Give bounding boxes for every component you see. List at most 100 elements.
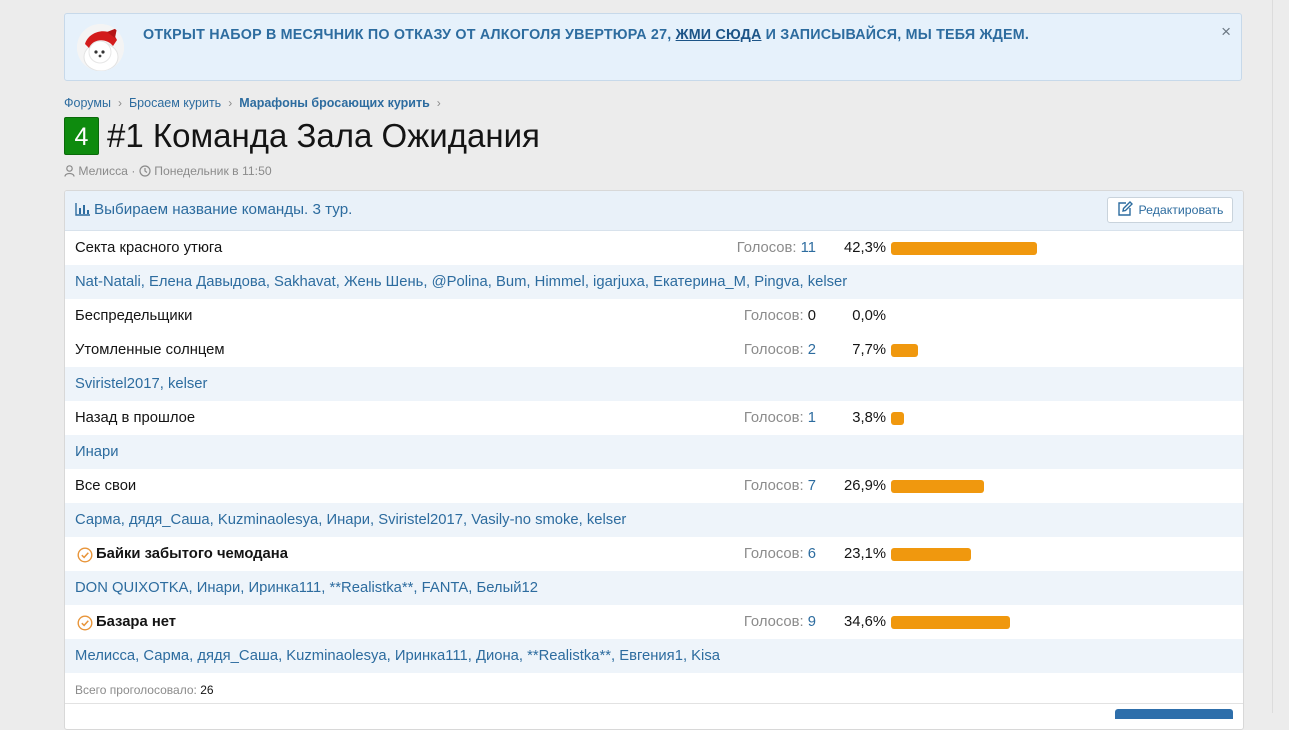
close-icon[interactable]: × [1221, 22, 1231, 41]
poll-vote-count: Голосов: 6 [744, 546, 816, 562]
chevron-right-icon: › [117, 96, 122, 110]
poll-percent: 7,7% [852, 342, 886, 358]
poll-voter-list: DON QUIXOTKA, Инари, Иринка111, **Realis… [75, 580, 538, 596]
voter-link[interactable]: Pingva [754, 274, 800, 290]
poll-vote-count: Голосов: 9 [744, 614, 816, 630]
poll-vote-count: Голосов: 11 [737, 240, 816, 256]
voter-link[interactable]: kelser [807, 274, 848, 290]
poll-vote-number[interactable]: 1 [807, 410, 816, 426]
poll-voters-row: Инари [65, 435, 1243, 469]
breadcrumb-quit-smoking[interactable]: Бросаем курить [128, 96, 222, 110]
poll-total-label: Всего проголосовало: [75, 683, 197, 697]
poll-vote-number[interactable]: 7 [807, 478, 816, 494]
voter-link[interactable]: DON QUIXOTKA [75, 580, 189, 596]
poll-action-button[interactable] [1115, 709, 1233, 719]
poll-voters-row: Мелисса, Сарма, дядя_Саша, Kuzminaolesya… [65, 639, 1243, 673]
voter-link[interactable]: Сарма [75, 512, 121, 528]
page-title: 4 #1 Команда Зала Ожидания [64, 117, 540, 157]
poll-vote-number[interactable]: 2 [807, 342, 816, 358]
poll-voter-list: Сарма, дядя_Саша, Kuzminaolesya, Инари, … [75, 512, 627, 528]
notice-text-after: И ЗАПИСЫВАЙСЯ, МЫ ТЕБЯ ЖДЕМ. [761, 27, 1030, 43]
poll-vote-count: Голосов: 2 [744, 342, 816, 358]
voter-link[interactable]: Инари [326, 512, 371, 528]
voter-link[interactable]: Kuzminaolesya [286, 648, 387, 664]
poll-result-bar [891, 412, 904, 425]
voter-link[interactable]: Сарма [143, 648, 190, 664]
poll-percent: 34,6% [844, 614, 886, 630]
poll-votes-label: Голосов: [743, 342, 804, 358]
voter-link[interactable]: Sviristel2017 [75, 376, 160, 392]
notice-text: ОТКРЫТ НАБОР В МЕСЯЧНИК ПО ОТКАЗУ ОТ АЛК… [143, 27, 1029, 43]
voter-link[interactable]: Иринка111 [394, 648, 468, 664]
voter-link[interactable]: Sviristel2017 [378, 512, 463, 528]
voter-link[interactable]: **Realistka** [329, 580, 414, 596]
voter-link[interactable]: igarjuxa [593, 274, 645, 290]
voter-link[interactable]: Инари [196, 580, 241, 596]
poll-response-text: Назад в прошлое [75, 410, 196, 426]
poll-response-row: Секта красного утюга Голосов: 11 42,3% [65, 231, 1243, 265]
voter-link[interactable]: Мелисса [75, 648, 136, 664]
poll-result-bar [891, 616, 1010, 629]
thread-meta: Мелисса · Понедельник в 11:50 [64, 164, 272, 180]
edit-poll-label: Редактировать [1138, 203, 1224, 217]
voter-link[interactable]: Himmel [534, 274, 585, 290]
poll-vote-number[interactable]: 9 [807, 614, 816, 630]
voter-link[interactable]: Евгения1 [619, 648, 683, 664]
notice-link[interactable]: ЖМИ СЮДА [675, 27, 762, 43]
voter-link[interactable]: Sakhavat [274, 274, 336, 290]
voter-link[interactable]: дядя_Саша [128, 512, 210, 528]
poll-title: Выбираем название команды. 3 тур. [75, 201, 352, 220]
voter-link[interactable]: kelser [167, 376, 208, 392]
poll-vote-number[interactable]: 11 [800, 240, 816, 256]
poll-response-row: Утомленные солнцем Голосов: 2 7,7% [65, 333, 1243, 367]
poll-vote-number[interactable]: 6 [807, 546, 816, 562]
voter-link[interactable]: Nat-Natali [75, 274, 141, 290]
poll-percent: 0,0% [852, 308, 886, 324]
poll-response-text: Беспредельщики [75, 308, 193, 324]
chevron-right-icon: › [436, 96, 441, 110]
voter-link[interactable]: Иринка111 [248, 580, 322, 596]
bar-chart-icon [75, 203, 90, 220]
thread-date[interactable]: Понедельник в 11:50 [154, 164, 272, 178]
poll-votes-label: Голосов: [743, 410, 804, 426]
user-icon [64, 165, 75, 180]
voter-link[interactable]: Инари [75, 444, 119, 460]
meta-separator: · [127, 164, 139, 178]
voter-link[interactable]: Kisa [691, 648, 720, 664]
poll-results: Секта красного утюга Голосов: 11 42,3% Nat-… [65, 231, 1243, 673]
poll-percent: 3,8% [852, 410, 886, 426]
poll-voters-row: DON QUIXOTKA, Инари, Иринка111, **Realis… [65, 571, 1243, 605]
voter-link[interactable]: Елена Давыдова [149, 274, 266, 290]
voter-link[interactable]: **Realistka** [527, 648, 611, 664]
voter-link[interactable]: kelser [586, 512, 627, 528]
poll-voter-list: Sviristel2017, kelser [75, 376, 208, 392]
poll-percent: 23,1% [844, 546, 886, 562]
clock-icon [139, 165, 151, 180]
poll-voter-list: Инари [75, 444, 119, 460]
poll-response-row: Все свои Голосов: 7 26,9% [65, 469, 1243, 503]
breadcrumb-marathons[interactable]: Марафоны бросающих курить [239, 96, 430, 110]
voter-link[interactable]: Bum [495, 274, 527, 290]
edit-poll-button[interactable]: Редактировать [1107, 197, 1233, 223]
poll-response-row: Базара нет Голосов: 9 34,6% [65, 605, 1243, 639]
voter-link[interactable]: Екатерина_М [653, 274, 746, 290]
poll-votes-label: Голосов: [743, 614, 804, 630]
poll-result-bar [891, 344, 918, 357]
breadcrumb-forums[interactable]: Форумы [64, 96, 111, 110]
poll-percent: 26,9% [844, 478, 886, 494]
thread-author[interactable]: Мелисса [78, 164, 128, 178]
voter-link[interactable]: дядя_Саша [197, 648, 279, 664]
thread-prefix-badge[interactable]: 4 [64, 117, 99, 155]
voter-link[interactable]: FANTA [421, 580, 469, 596]
poll-response-text: Базара нет [96, 614, 177, 630]
poll-voters-row: Сарма, дядя_Саша, Kuzminaolesya, Инари, … [65, 503, 1243, 537]
voter-link[interactable]: Kuzminaolesya [217, 512, 319, 528]
voter-link[interactable]: Диона [475, 648, 519, 664]
voter-link[interactable]: Белый12 [476, 580, 538, 596]
voter-link[interactable]: @Polina [431, 274, 488, 290]
voter-link[interactable]: Жень Шень [343, 274, 424, 290]
poll-response-text: Секта красного утюга [75, 240, 223, 256]
notice-avatar [77, 24, 124, 71]
voter-link[interactable]: Vasily-no smoke [471, 512, 579, 528]
breadcrumb: Форумы › Бросаем курить › Марафоны бросающих… [64, 96, 448, 110]
